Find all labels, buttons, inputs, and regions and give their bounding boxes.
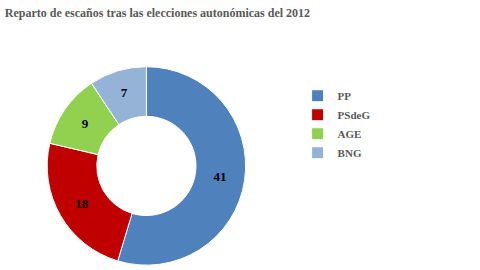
svg-text:PP: PP — [338, 90, 352, 102]
svg-text:7: 7 — [121, 85, 128, 100]
svg-text:AGE: AGE — [338, 128, 362, 140]
svg-text:41: 41 — [214, 169, 227, 184]
svg-text:18: 18 — [75, 196, 89, 211]
svg-text:PSdeG: PSdeG — [338, 109, 371, 121]
svg-text:Reparto de escaños tras las el: Reparto de escaños tras las elecciones a… — [5, 6, 310, 20]
svg-text:BNG: BNG — [338, 147, 362, 159]
svg-text:9: 9 — [82, 116, 89, 131]
